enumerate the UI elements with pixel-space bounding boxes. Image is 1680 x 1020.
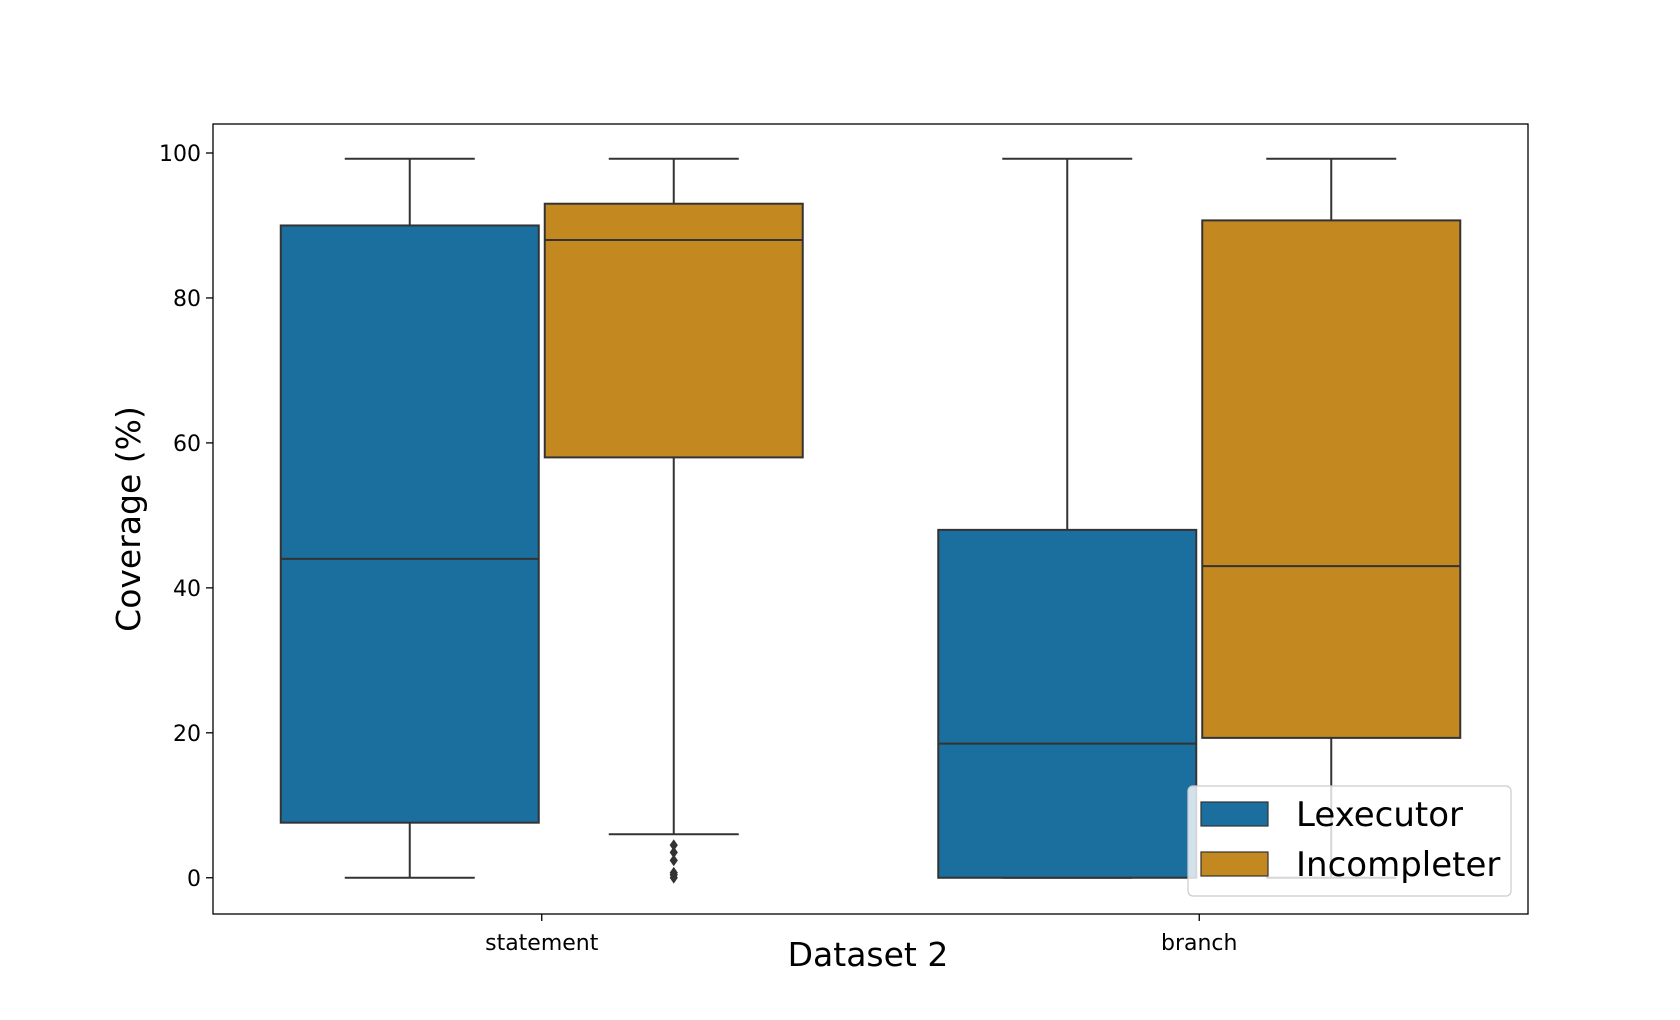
y-tick-label: 100	[159, 142, 201, 167]
legend-swatch-lexecutor	[1200, 801, 1269, 827]
axes: 0 20 40 60 80 100 statement branch	[159, 123, 1529, 956]
incompleter-statement-outlier	[669, 854, 678, 867]
y-tick-label: 40	[173, 577, 201, 602]
legend-frame	[1187, 785, 1512, 897]
lexecutor-branch-box	[937, 528, 1198, 879]
legend-swatch-incompleter	[1200, 851, 1269, 877]
y-tick-label: 20	[173, 722, 201, 747]
y-axis-label: Coverage (%)	[109, 406, 148, 632]
legend: Lexecutor Incompleter	[1187, 785, 1512, 897]
x-axis-label: Dataset 2	[788, 935, 949, 974]
legend-label-incompleter: Incompleter	[1296, 845, 1500, 885]
x-tick-label: statement	[485, 931, 599, 956]
plot-area	[279, 157, 1462, 884]
y-tick-label: 0	[187, 867, 201, 892]
incompleter-statement-outlier	[669, 871, 678, 884]
incompleter-statement-box	[543, 202, 804, 459]
legend-label-lexecutor: Lexecutor	[1296, 795, 1463, 835]
y-tick-label: 60	[173, 432, 201, 457]
incompleter-branch-box	[1201, 219, 1462, 739]
x-tick-label: branch	[1161, 931, 1237, 956]
plot-frame	[212, 123, 1529, 915]
y-tick-label: 80	[173, 287, 201, 312]
lexecutor-statement-box	[279, 224, 540, 824]
